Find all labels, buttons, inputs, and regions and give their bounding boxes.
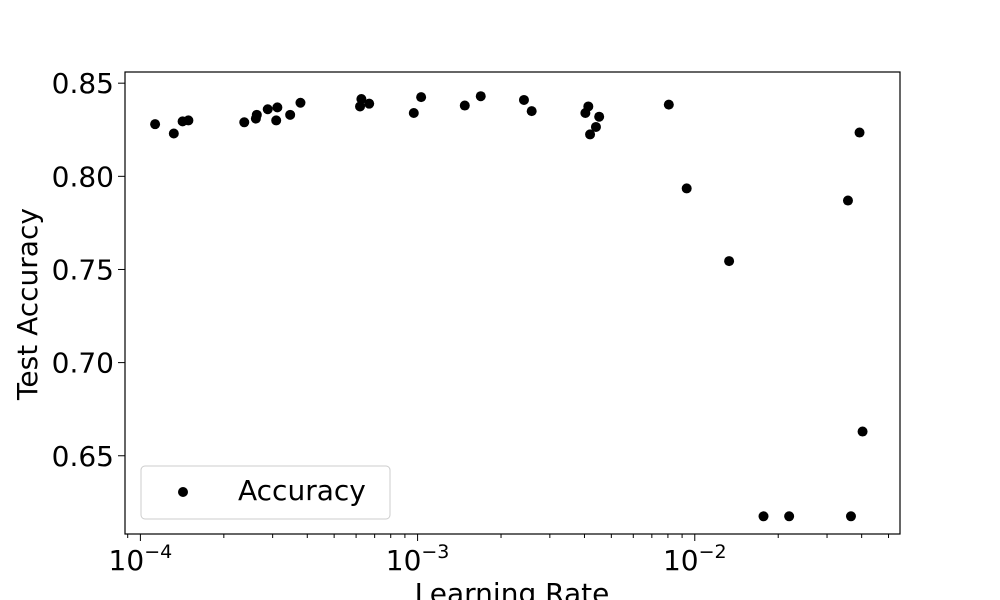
y-tick-label: 0.65	[52, 440, 114, 473]
plot-frame	[124, 71, 901, 535]
legend-box	[140, 465, 391, 520]
scatter-point	[168, 128, 179, 139]
scatter-point	[295, 97, 306, 108]
scatter-point	[854, 127, 865, 138]
scatter-point	[845, 511, 856, 522]
x-axis-label: Learning Rate	[415, 577, 610, 600]
scatter-point	[183, 115, 194, 126]
plot-area-border	[124, 71, 901, 535]
scatter-point	[408, 107, 419, 118]
y-axis-label: Test Accuracy	[11, 208, 44, 401]
scatter-point	[663, 99, 674, 110]
y-tick-label: 0.70	[52, 347, 114, 380]
y-tick-label: 0.75	[52, 253, 114, 286]
x-tick-label: 10−3	[386, 541, 450, 577]
scatter-point	[526, 106, 537, 117]
scatter-point	[416, 92, 427, 103]
scatter-point	[681, 183, 692, 194]
scatter-point	[150, 119, 161, 130]
scatter-point	[271, 115, 282, 126]
legend-marker	[178, 487, 188, 497]
data-points	[150, 91, 868, 522]
y-tick-label: 0.80	[52, 160, 114, 193]
scatter-point	[842, 195, 853, 206]
scatter-point	[355, 101, 366, 112]
scatter-point	[758, 511, 769, 522]
scatter-point	[285, 109, 296, 120]
x-axis-ticks: 10−4 10−3 10−2	[109, 534, 890, 577]
scatter-point	[459, 100, 470, 111]
x-tick-label: 10−2	[663, 541, 727, 577]
x-tick-label: 10−4	[109, 541, 173, 577]
y-tick-label: 0.85	[52, 67, 114, 100]
y-axis-ticks: 0.65 0.70 0.75 0.80 0.85	[52, 67, 125, 473]
scatter-point	[585, 129, 596, 140]
scatter-point	[356, 94, 367, 105]
scatter-point	[475, 91, 486, 102]
legend: Accuracy	[140, 465, 391, 520]
scatter-point	[518, 94, 529, 105]
scatter-point	[583, 101, 594, 112]
scatter-point	[784, 511, 795, 522]
scatter-point	[594, 111, 605, 122]
scatter-point	[364, 98, 375, 109]
scatter-point	[272, 102, 283, 113]
scatter-point	[590, 121, 601, 132]
scatter-point	[262, 104, 273, 115]
scatter-point	[857, 426, 868, 437]
scatter-point	[251, 109, 262, 120]
legend-label: Accuracy	[238, 474, 366, 507]
scatter-point	[239, 117, 250, 128]
scatter-point	[724, 256, 735, 267]
